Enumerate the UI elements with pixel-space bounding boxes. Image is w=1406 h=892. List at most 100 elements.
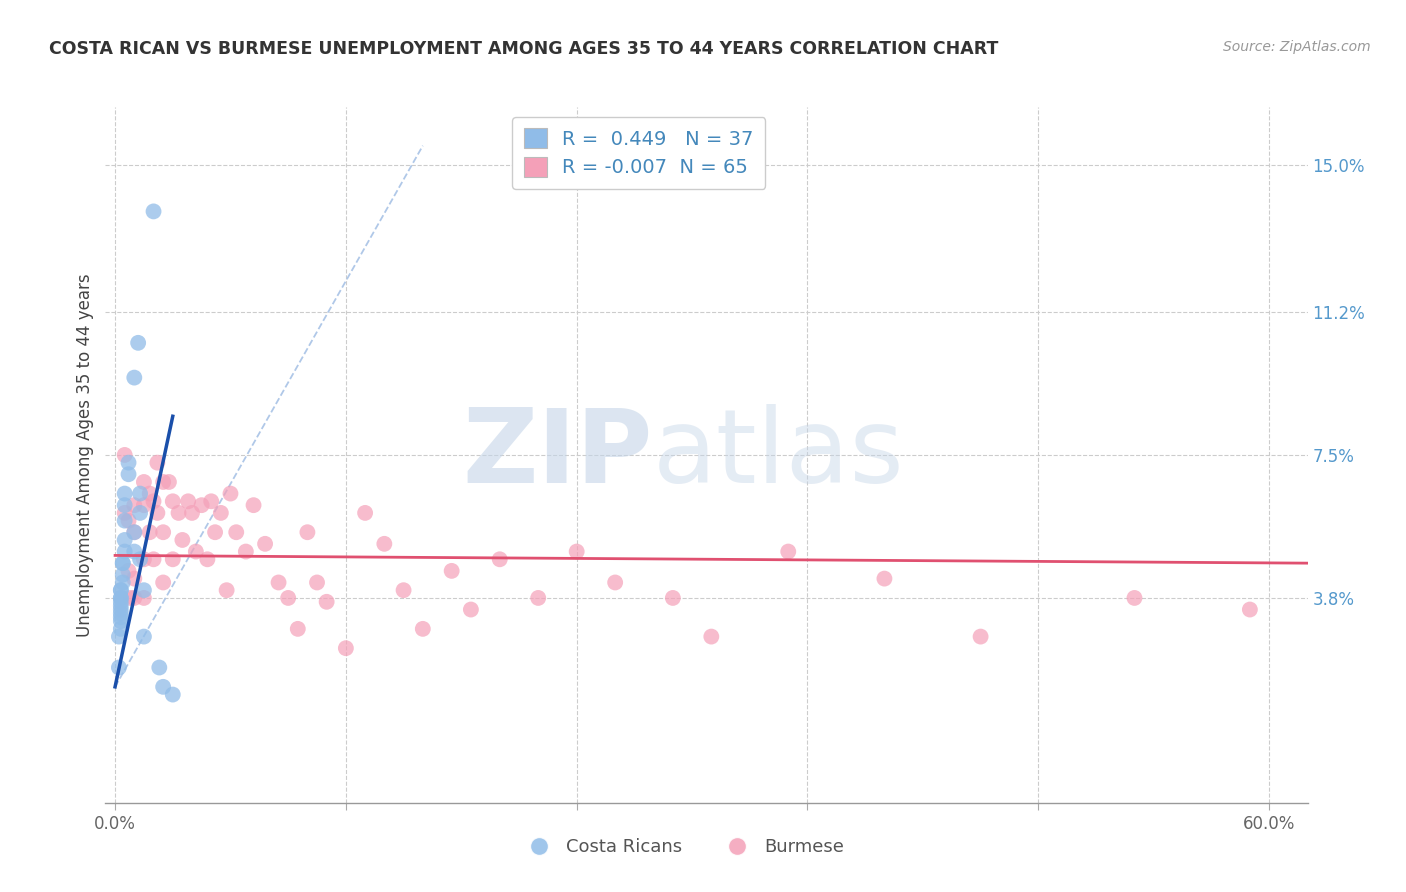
Point [162,688,184,702]
Point [142,204,165,219]
Point [129,552,152,566]
Point [190,498,212,512]
Point [700,630,723,644]
Point [114,533,136,547]
Point [235,544,257,558]
Point [117,564,139,578]
Point [142,494,165,508]
Point [124,525,146,540]
Point [267,575,290,590]
Point [167,506,190,520]
Point [148,660,170,674]
Point [124,572,146,586]
Point [117,467,139,482]
Legend: Costa Ricans, Burmese: Costa Ricans, Burmese [515,831,851,863]
Point [287,622,309,636]
Point [152,575,174,590]
Point [565,544,588,558]
Point [315,595,337,609]
Point [219,486,242,500]
Point [108,660,131,674]
Point [162,494,184,508]
Point [204,525,226,540]
Point [111,575,134,590]
Point [132,591,155,605]
Point [142,552,165,566]
Point [110,583,132,598]
Y-axis label: Unemployment Among Ages 35 to 44 years: Unemployment Among Ages 35 to 44 years [76,273,94,637]
Point [177,494,200,508]
Point [124,591,146,605]
Point [197,552,219,566]
Point [114,498,136,512]
Point [277,591,299,605]
Point [129,506,152,520]
Text: COSTA RICAN VS BURMESE UNEMPLOYMENT AMONG AGES 35 TO 44 YEARS CORRELATION CHART: COSTA RICAN VS BURMESE UNEMPLOYMENT AMON… [49,40,998,58]
Point [152,525,174,540]
Point [132,475,155,489]
Point [111,567,134,582]
Point [127,335,149,350]
Point [110,595,132,609]
Point [146,456,169,470]
Point [132,630,155,644]
Point [152,475,174,489]
Point [108,630,131,644]
Point [527,591,550,605]
Point [392,583,415,598]
Point [969,630,991,644]
Text: atlas: atlas [652,404,904,506]
Point [254,537,277,551]
Point [662,591,685,605]
Point [200,494,222,508]
Point [120,591,142,605]
Point [124,525,146,540]
Point [162,552,184,566]
Point [157,475,180,489]
Point [110,614,132,628]
Point [297,525,319,540]
Point [412,622,434,636]
Point [111,556,134,570]
Point [132,552,155,566]
Point [110,599,132,613]
Point [110,591,132,605]
Point [354,506,377,520]
Point [373,537,395,551]
Point [110,610,132,624]
Point [488,552,510,566]
Point [124,544,146,558]
Point [114,544,136,558]
Point [1239,602,1261,616]
Point [124,370,146,384]
Point [110,602,132,616]
Point [114,448,136,462]
Point [117,456,139,470]
Point [242,498,264,512]
Point [114,514,136,528]
Point [110,607,132,621]
Point [110,583,132,598]
Point [184,544,207,558]
Point [1123,591,1146,605]
Point [335,641,357,656]
Point [215,583,238,598]
Point [225,525,247,540]
Point [778,544,800,558]
Point [132,583,155,598]
Point [172,533,194,547]
Point [146,506,169,520]
Point [138,525,160,540]
Point [305,575,328,590]
Point [117,514,139,528]
Point [110,622,132,636]
Point [152,680,174,694]
Point [209,506,232,520]
Point [124,498,146,512]
Point [605,575,627,590]
Point [460,602,482,616]
Text: ZIP: ZIP [463,404,652,506]
Point [114,506,136,520]
Point [111,556,134,570]
Point [110,591,132,605]
